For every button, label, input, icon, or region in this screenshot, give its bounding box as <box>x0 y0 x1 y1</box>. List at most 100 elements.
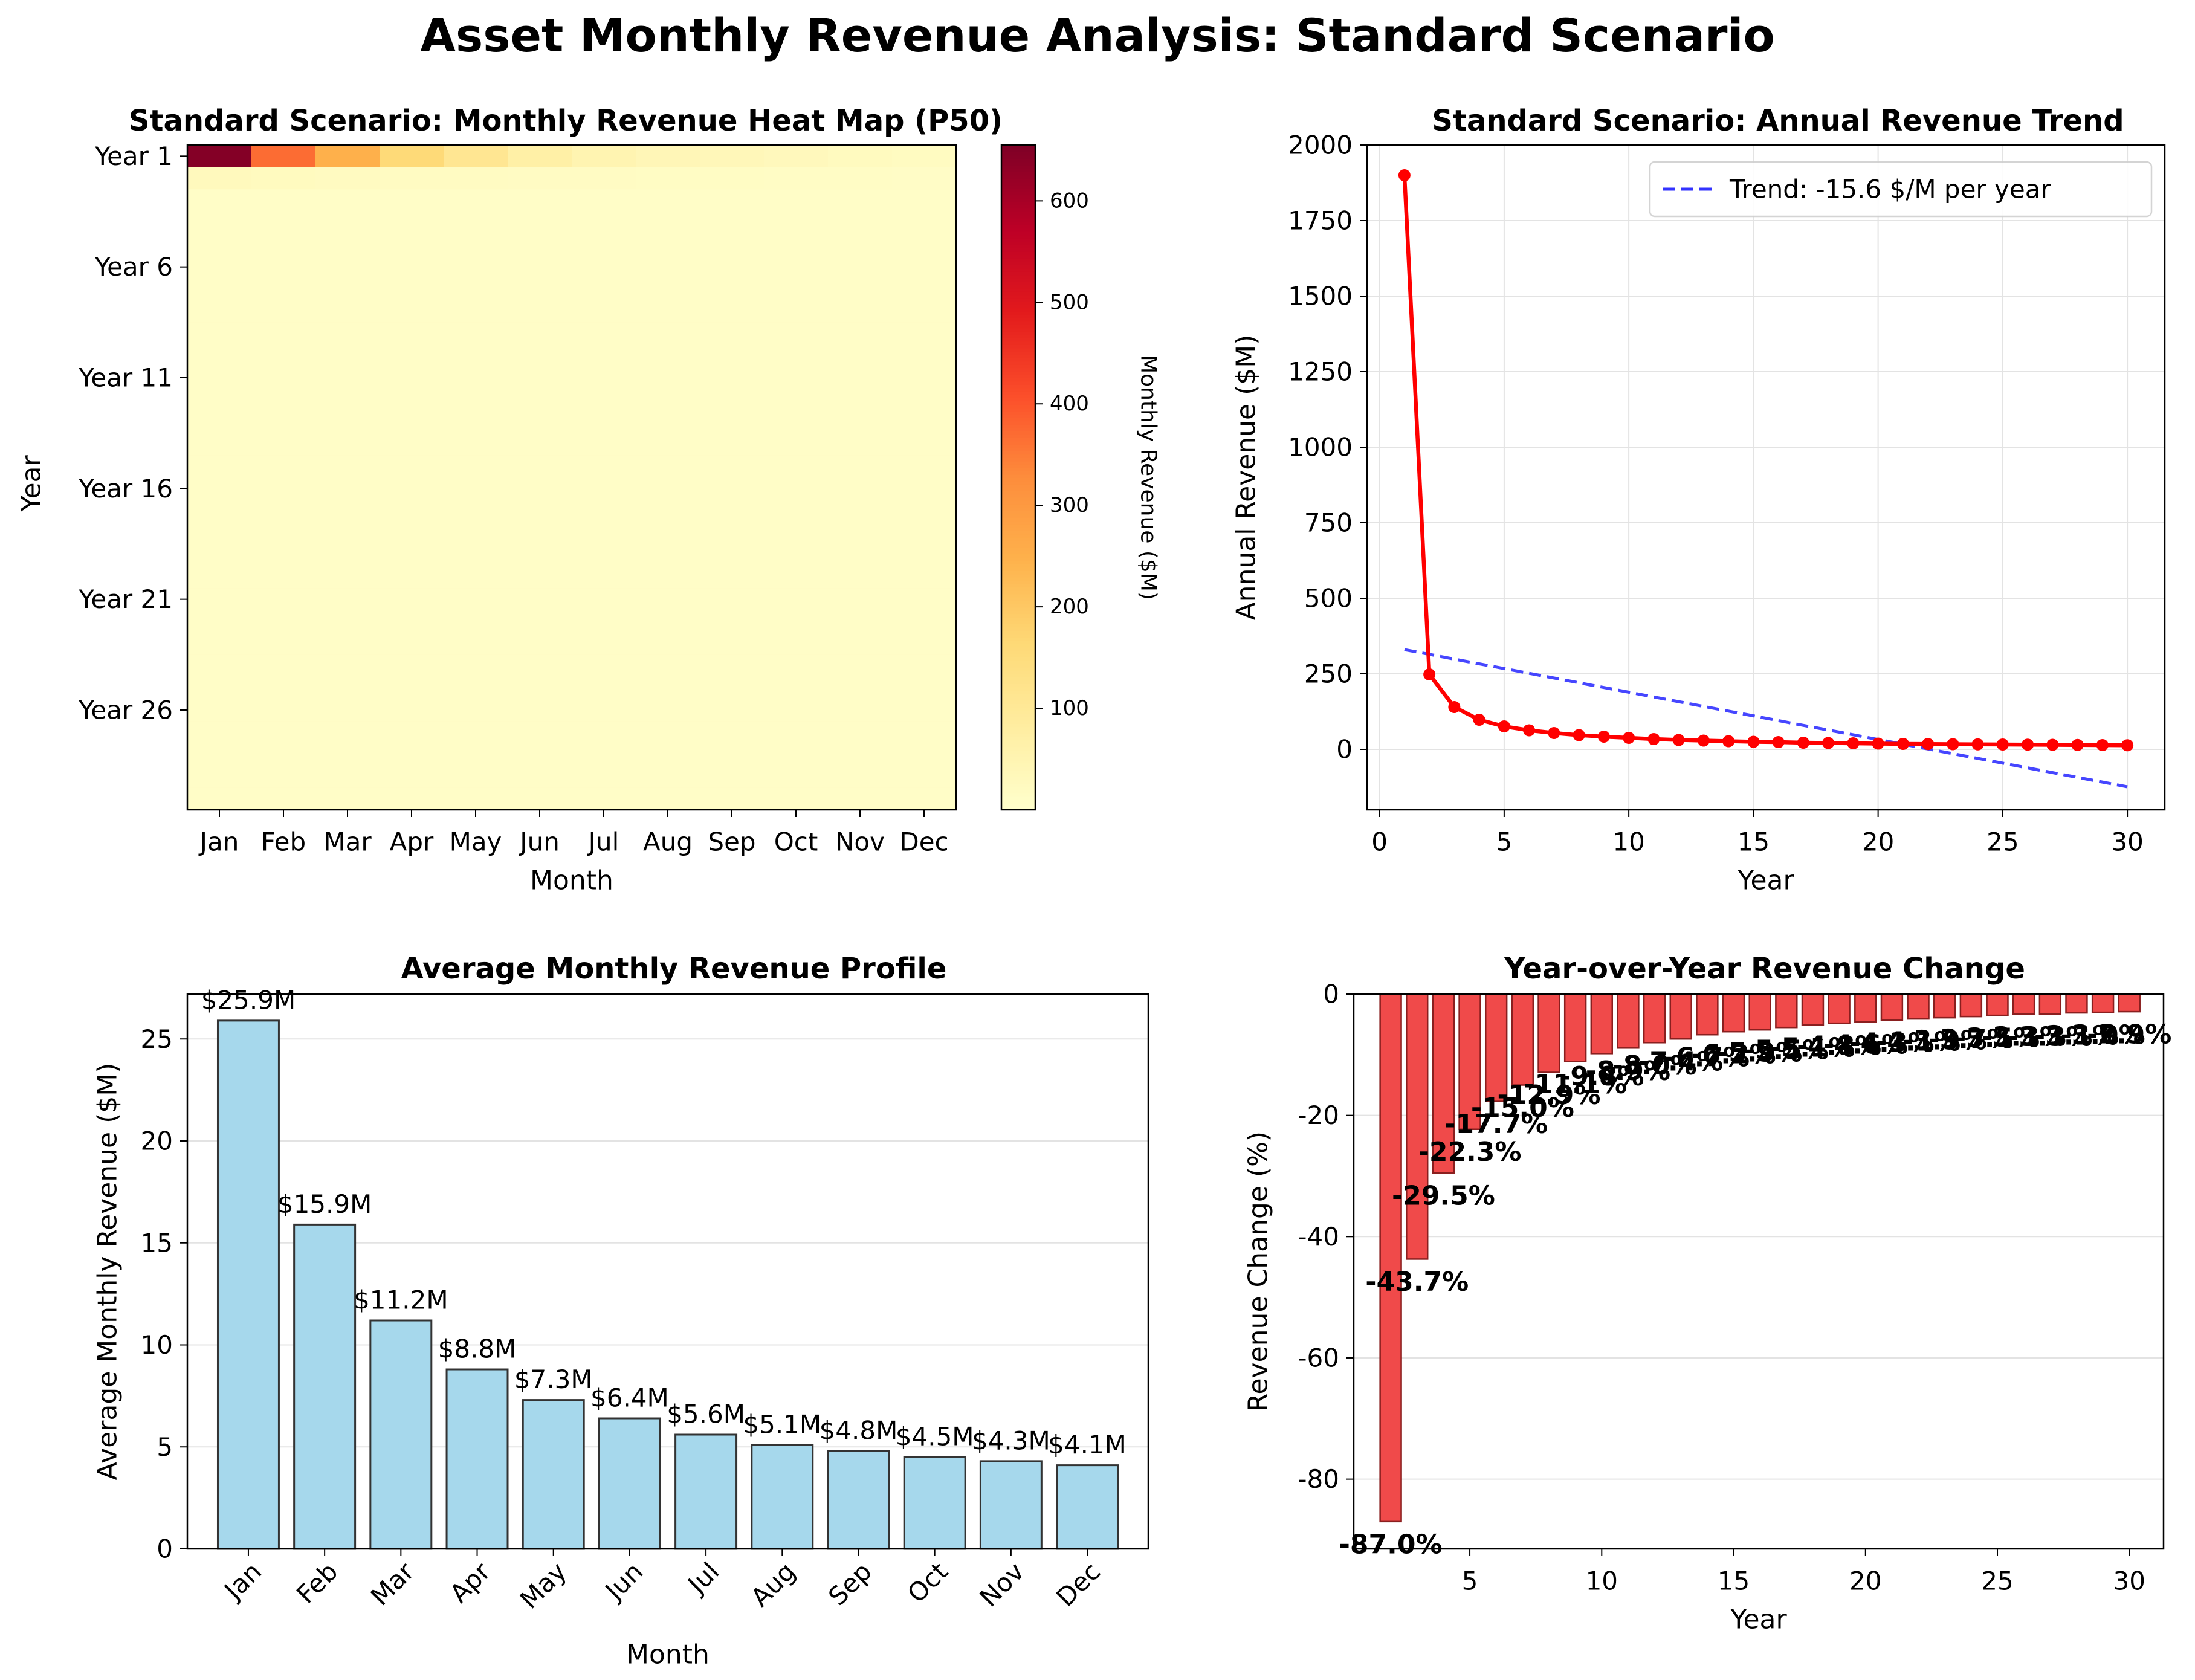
colorbar-segment <box>1001 477 1035 482</box>
heatmap-cell <box>187 389 252 412</box>
heatmap-cell <box>892 212 957 234</box>
x-tick-label: Oct <box>902 1557 954 1609</box>
heatmap-cell <box>764 566 829 589</box>
heatmap-cell <box>315 522 380 544</box>
heatmap-cell <box>572 677 636 700</box>
heatmap-cell <box>636 787 700 810</box>
heatmap-cell <box>828 566 893 589</box>
bar <box>751 1444 814 1550</box>
colorbar-segment <box>1001 607 1035 611</box>
heatmap-cell <box>572 433 636 456</box>
heatmap-cell <box>251 477 316 500</box>
heatmap-cell <box>636 455 700 478</box>
heatmap-cell <box>187 256 252 279</box>
heatmap-cell <box>828 787 893 810</box>
y-tick-label: Year 26 <box>78 696 173 725</box>
heatmap-cell <box>572 566 636 589</box>
heatmap-cell <box>700 344 765 367</box>
colorbar-segment <box>1001 301 1035 305</box>
colorbar-segment <box>1001 653 1035 657</box>
heatmap-cell <box>251 167 316 190</box>
bar-value-label: -3.5% <box>1955 1023 2040 1054</box>
heatmap-cell <box>636 256 700 279</box>
bar-value-label: $5.1M <box>743 1409 821 1439</box>
revenue-point <box>1423 668 1436 680</box>
heatmap-cell <box>700 212 765 234</box>
heatmap-cell <box>636 544 700 567</box>
heatmap-cell <box>380 765 444 788</box>
colorbar-segment <box>1001 454 1035 458</box>
colorbar-segment <box>1001 212 1035 216</box>
colorbar-tick-label: 600 <box>1050 189 1089 213</box>
heatmap-cell <box>636 233 700 256</box>
colorbar-segment <box>1001 693 1035 697</box>
colorbar-segment <box>1001 800 1035 804</box>
heatmap-panel: Jan Feb Mar Apr May Jun Jul Aug Sep Oct Nov Dec Year… <box>16 104 1003 896</box>
bar-value-label: $11.2M <box>354 1285 448 1315</box>
heatmap-cell <box>444 322 508 345</box>
profile-title: Average Monthly Revenue Profile <box>401 952 947 986</box>
colorbar-segment <box>1001 347 1035 352</box>
bar <box>1563 993 1587 1062</box>
colorbar-segment <box>1001 457 1035 462</box>
colorbar-label: Monthly Revenue ($M) <box>1136 355 1161 600</box>
colorbar-segment <box>1001 168 1035 172</box>
heatmap-cell <box>444 522 508 544</box>
colorbar-segment <box>1001 158 1035 163</box>
heatmap-cell <box>187 632 252 655</box>
colorbar-segment <box>1001 447 1035 451</box>
heatmap-cell <box>315 765 380 788</box>
heatmap-cell <box>892 522 957 544</box>
revenue-point <box>1971 738 1984 751</box>
colorbar-segment <box>1001 750 1035 754</box>
colorbar-segment <box>1001 314 1035 318</box>
colorbar-segment <box>1001 198 1035 202</box>
heatmap-cell <box>892 145 957 168</box>
colorbar-segment <box>1001 790 1035 794</box>
heatmap-cell <box>892 189 957 212</box>
heatmap-cell <box>187 522 252 544</box>
heatmap-cell <box>380 455 444 478</box>
heatmap-cell <box>636 765 700 788</box>
heatmap-cell <box>444 366 508 389</box>
heatmap-cell <box>251 544 316 567</box>
colorbar-segment <box>1001 773 1035 777</box>
bar <box>1669 993 1692 1040</box>
y-axis-label: Annual Revenue ($M) <box>1231 335 1262 621</box>
heatmap-cell <box>636 632 700 655</box>
colorbar-segment <box>1001 404 1035 409</box>
heatmap-cell <box>380 699 444 722</box>
heatmap-cell <box>892 344 957 367</box>
heatmap-cell <box>572 189 636 212</box>
heatmap-cell <box>444 610 508 633</box>
heatmap-cell <box>508 477 572 500</box>
bar <box>2065 993 2088 1014</box>
heatmap-cell <box>700 278 765 301</box>
x-tick-label: 15 <box>1738 827 1770 857</box>
colorbar-segment <box>1001 590 1035 595</box>
heatmap-cell <box>828 278 893 301</box>
colorbar-segment <box>1001 145 1035 149</box>
x-tick-label: 5 <box>1496 827 1513 857</box>
colorbar-segment <box>1001 354 1035 358</box>
colorbar-segment <box>1001 491 1035 495</box>
heatmap-cell <box>764 455 829 478</box>
x-tick-label: Aug <box>745 1557 801 1613</box>
heatmap-cell <box>187 278 252 301</box>
revenue-point <box>1473 714 1485 726</box>
colorbar-segment <box>1001 564 1035 568</box>
heatmap-cell <box>828 145 893 168</box>
heatmap-cell <box>700 433 765 456</box>
colorbar-segment <box>1001 192 1035 196</box>
x-tick-label: 10 <box>1586 1566 1618 1596</box>
heatmap-cell <box>572 632 636 655</box>
y-tick-label: 10 <box>141 1330 173 1360</box>
heatmap-cell <box>508 167 572 190</box>
heatmap-cell <box>380 433 444 456</box>
heatmap-cell <box>636 522 700 544</box>
heatmap-cell <box>315 433 380 456</box>
heatmap-cell <box>444 654 508 677</box>
colorbar-segment <box>1001 231 1035 236</box>
colorbar-segment <box>1001 587 1035 591</box>
colorbar-segment <box>1001 620 1035 624</box>
